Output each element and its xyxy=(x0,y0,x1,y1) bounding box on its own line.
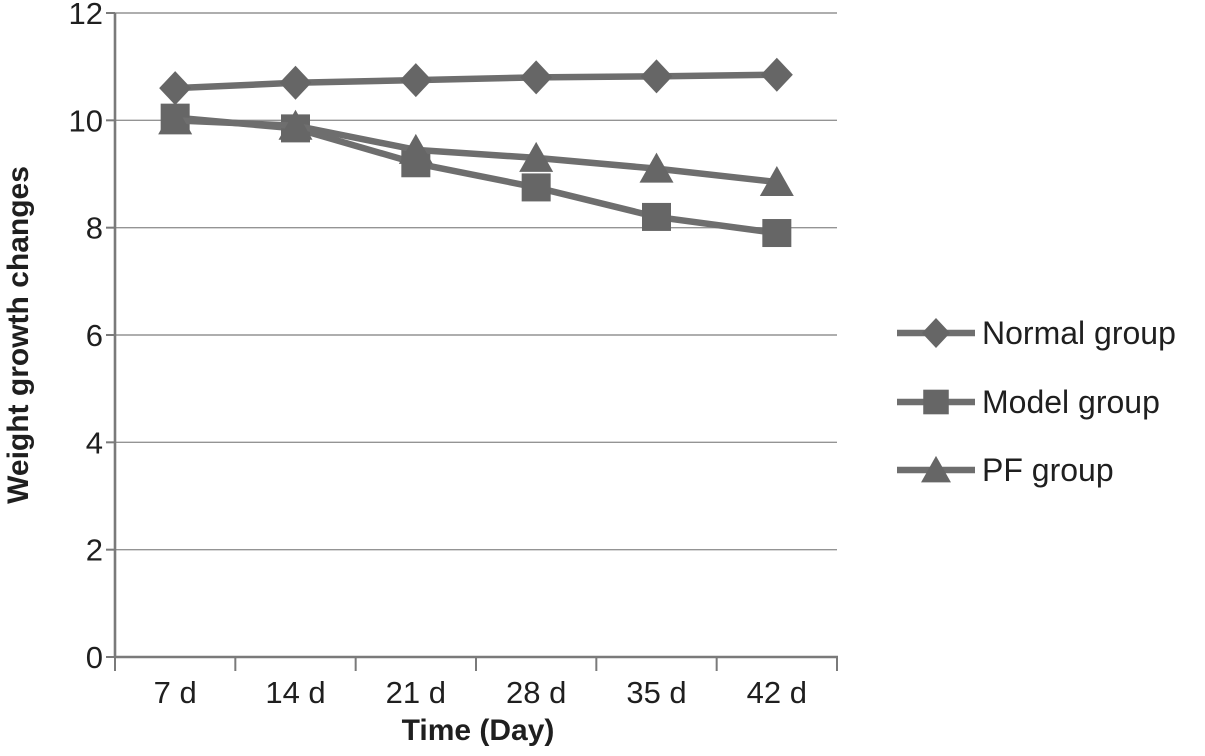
y-tick-label: 10 xyxy=(69,103,103,138)
legend-marker-diamond xyxy=(921,318,951,348)
y-tick-label: 0 xyxy=(86,640,103,675)
y-axis-title: Weight growth changes xyxy=(2,166,35,504)
legend-label: Normal group xyxy=(982,315,1176,351)
legend-item: Model group xyxy=(897,384,1160,420)
legend-label: PF group xyxy=(982,452,1114,488)
y-tick-label: 12 xyxy=(69,0,103,31)
x-tick-label: 7 d xyxy=(154,675,197,710)
x-tick-label: 21 d xyxy=(386,675,446,710)
data-point-diamond xyxy=(159,71,192,106)
x-tick-label: 42 d xyxy=(747,675,807,710)
x-tick-label: 35 d xyxy=(626,675,686,710)
legend-marker-triangle xyxy=(921,455,951,483)
series-line-triangle xyxy=(175,117,778,186)
data-point-triangle xyxy=(639,152,674,183)
axes: 0 2 4 6 8 10 12 7 d 14 d 21 d 28 d 35 d 42 d xyxy=(69,0,838,710)
series-line-square xyxy=(174,114,778,237)
x-axis-title: Time (Day) xyxy=(402,714,555,747)
data-point-triangle xyxy=(759,166,794,197)
data-point-square xyxy=(521,173,551,202)
data-point-square xyxy=(762,219,792,248)
gridlines xyxy=(115,12,837,551)
y-tick-label: 2 xyxy=(86,533,103,568)
series-triangle xyxy=(158,104,794,197)
data-point-triangle xyxy=(398,133,433,164)
x-tick-label: 28 d xyxy=(506,675,566,710)
legend-item: PF group xyxy=(897,452,1114,488)
data-point-diamond xyxy=(640,59,673,94)
data-point-triangle xyxy=(519,141,554,172)
y-tick-label: 8 xyxy=(86,211,103,246)
data-point-triangle xyxy=(278,109,313,140)
legend-item: Normal group xyxy=(897,315,1176,351)
y-tick-label: 4 xyxy=(86,425,103,460)
y-tick-label: 6 xyxy=(86,318,103,353)
data-point-triangle xyxy=(158,104,193,135)
series-diamond xyxy=(159,57,793,106)
legend-label: Model group xyxy=(982,384,1160,420)
series-line-diamond xyxy=(175,71,777,92)
data-point-diamond xyxy=(279,65,312,100)
legend-marker-square xyxy=(923,389,949,415)
data-point-diamond xyxy=(399,63,432,98)
data-point-square xyxy=(642,202,671,231)
x-tick-label: 14 d xyxy=(265,675,325,710)
legend: Normal group Model group PF group xyxy=(897,315,1176,488)
data-point-diamond xyxy=(520,60,553,95)
data-point-diamond xyxy=(760,57,793,92)
